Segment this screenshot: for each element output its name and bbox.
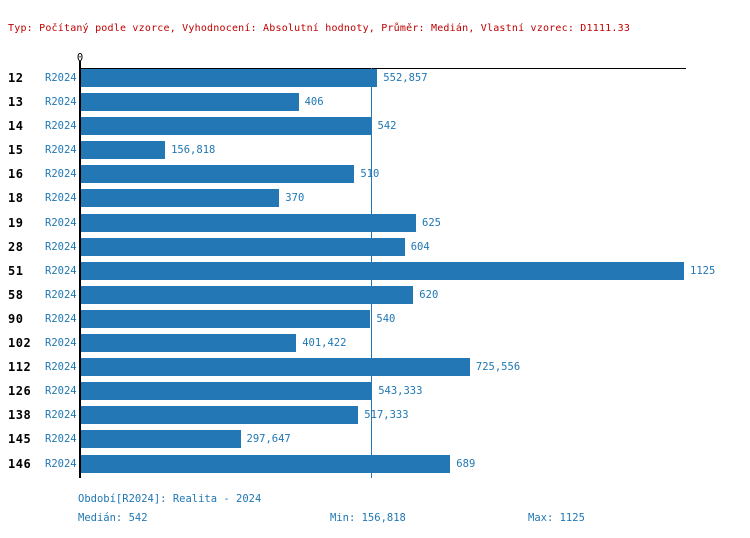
bar-row: 18 R2024 370 (0, 189, 750, 213)
row-category-label: 138 (8, 408, 32, 423)
row-series-label: R2024 (45, 312, 77, 325)
bar-row: 14 R2024 542 (0, 117, 750, 141)
row-category-label: 13 (8, 95, 24, 110)
bar-value-label: 620 (419, 288, 439, 301)
row-series-label: R2024 (45, 409, 77, 422)
bar-value-label: 604 (410, 240, 430, 253)
bar-value-label: 689 (456, 457, 476, 470)
row-series-label: R2024 (45, 361, 77, 374)
row-series-label: R2024 (45, 216, 77, 229)
bar-value-label: 156,818 (171, 144, 216, 157)
value-bar[interactable] (81, 285, 414, 304)
bar-value-label: 540 (376, 312, 396, 325)
row-series-label: R2024 (45, 264, 77, 277)
row-category-label: 102 (8, 336, 32, 351)
bar-value-label: 406 (304, 96, 324, 109)
value-bar[interactable] (81, 165, 355, 184)
row-series-label: R2024 (45, 120, 77, 133)
row-series-label: R2024 (45, 385, 77, 398)
bar-value-label: 725,556 (475, 361, 521, 374)
value-bar[interactable] (81, 213, 416, 232)
bar-row: 28 R2024 604 (0, 237, 750, 262)
value-bar[interactable] (81, 117, 372, 136)
bar-row: 145 R2024 297,647 (0, 430, 750, 454)
bar-value-label: 401,422 (302, 337, 347, 350)
row-category-label: 90 (8, 311, 24, 326)
row-series-label: R2024 (45, 168, 77, 181)
row-category-label: 16 (8, 167, 24, 182)
bar-value-label: 552,857 (383, 72, 428, 84)
row-category-label: 28 (8, 239, 24, 254)
formula-header-text: Typ: Počítaný podle vzorce, Vyhodnocení:… (8, 23, 631, 34)
row-series-label: R2024 (45, 192, 77, 205)
bar-value-label: 1125 (690, 264, 716, 277)
bar-row: 12 R2024 552,857 (0, 69, 750, 93)
bar-row: 19 R2024 625 (0, 213, 750, 238)
bar-value-label: 297,647 (246, 433, 291, 446)
bar-row: 13 R2024 406 (0, 93, 750, 117)
bar-value-label: 543,333 (378, 385, 423, 398)
bar-row: 58 R2024 620 (0, 285, 750, 310)
bar-value-label: 510 (360, 168, 380, 181)
value-bar[interactable] (81, 69, 378, 87)
bar-row: 146 R2024 689 (0, 454, 750, 479)
row-category-label: 112 (8, 360, 32, 375)
row-category-label: 15 (8, 143, 24, 158)
footer-period-text: Období[R2024]: Realita - 2024 (78, 493, 262, 505)
bar-value-label: 517,333 (364, 409, 409, 422)
bar-rows: 12 R2024 552,857 13 R2024 406 14 R2024 5… (0, 69, 750, 479)
value-bar[interactable] (81, 430, 241, 449)
row-category-label: 145 (8, 432, 32, 447)
row-category-label: 14 (8, 119, 24, 134)
bar-row: 138 R2024 517,333 (0, 406, 750, 430)
bar-value-label: 370 (285, 192, 305, 205)
row-category-label: 51 (8, 263, 24, 278)
row-category-label: 146 (8, 456, 32, 471)
row-series-label: R2024 (45, 337, 77, 350)
bar-value-label: 625 (422, 216, 441, 229)
value-bar[interactable] (81, 454, 451, 473)
value-bar[interactable] (81, 93, 299, 112)
row-series-label: R2024 (45, 144, 77, 157)
value-bar[interactable] (81, 406, 359, 425)
x-axis-line (80, 68, 686, 69)
row-category-label: 126 (8, 384, 32, 399)
row-category-label: 19 (8, 215, 24, 230)
y-axis-line (79, 61, 81, 478)
bar-row: 90 R2024 540 (0, 309, 750, 334)
footer-median-stat: Medián: 542 (78, 512, 148, 524)
row-series-label: R2024 (45, 72, 77, 84)
bar-row: 15 R2024 156,818 (0, 141, 750, 165)
bar-value-label: 542 (377, 120, 397, 133)
bar-row: 112 R2024 725,556 (0, 358, 750, 382)
row-category-label: 58 (8, 287, 24, 302)
footer-min-stat: Min: 156,818 (330, 512, 406, 524)
bar-row: 102 R2024 401,422 (0, 334, 750, 358)
row-series-label: R2024 (45, 433, 77, 446)
row-series-label: R2024 (45, 96, 77, 109)
value-bar[interactable] (81, 334, 297, 353)
value-bar[interactable] (81, 309, 371, 328)
bar-row: 16 R2024 510 (0, 165, 750, 189)
row-series-label: R2024 (45, 288, 77, 301)
x-axis-zero-tick-label: 0 (76, 52, 84, 64)
value-bar[interactable] (81, 237, 405, 256)
row-category-label: 12 (8, 71, 24, 85)
footer-max-stat: Max: 1125 (528, 512, 585, 524)
value-bar[interactable] (81, 358, 470, 377)
value-bar[interactable] (81, 141, 166, 160)
value-bar[interactable] (81, 382, 373, 401)
value-bar[interactable] (81, 189, 280, 208)
row-series-label: R2024 (45, 240, 77, 253)
bar-row: 51 R2024 1125 (0, 261, 750, 286)
bar-row: 126 R2024 543,333 (0, 382, 750, 406)
row-category-label: 18 (8, 191, 24, 206)
row-series-label: R2024 (45, 457, 77, 470)
value-bar[interactable] (81, 261, 684, 280)
